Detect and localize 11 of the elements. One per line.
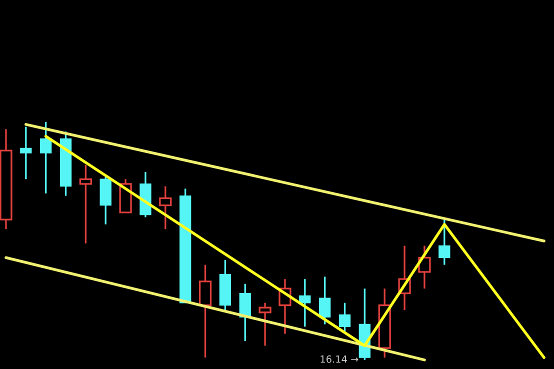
- annotation: 16.14 →: [320, 355, 358, 363]
- candlestick: [40, 121, 52, 194]
- candlestick: [140, 171, 152, 218]
- candlestick: [20, 126, 32, 180]
- candlestick: [258, 302, 272, 347]
- candlestick: [299, 278, 311, 328]
- candlestick: [79, 164, 92, 244]
- candlestick: [418, 244, 431, 290]
- candlestick: [159, 185, 172, 230]
- candlestick: [0, 128, 12, 230]
- candlestick: [198, 264, 212, 358]
